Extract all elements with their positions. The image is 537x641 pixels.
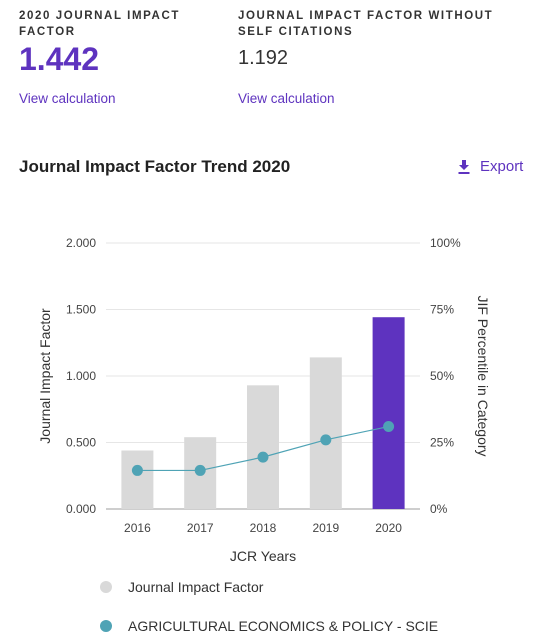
download-icon xyxy=(458,159,470,174)
chart-gridlines xyxy=(106,242,420,510)
legend-item-category[interactable]: AGRICULTURAL ECONOMICS & POLICY - SCIE xyxy=(100,618,438,634)
y-tick-label: 0.000 xyxy=(66,502,96,516)
y-tick-label: 1.500 xyxy=(66,303,96,317)
x-tick-label: 2018 xyxy=(250,521,277,535)
x-tick-label: 2019 xyxy=(312,521,339,535)
jif-value: 1.442 xyxy=(19,41,100,77)
bar-2019 xyxy=(309,357,342,509)
y-axis-label: Journal Impact Factor xyxy=(37,308,53,444)
legend-swatch-jif xyxy=(100,581,112,593)
bar-2016 xyxy=(121,450,154,509)
bar-2018 xyxy=(247,385,279,509)
chart-x-axis: 2016 2017 2018 2019 2020 xyxy=(124,521,402,535)
percentile-point-2016 xyxy=(131,464,143,476)
bar-2020 xyxy=(372,317,405,509)
export-button[interactable]: Export xyxy=(458,158,523,175)
x-tick-label: 2016 xyxy=(124,521,151,535)
jif-no-self-value: 1.192 xyxy=(238,47,289,69)
percentile-point-2018 xyxy=(257,451,269,463)
jif-no-self-metric: JOURNAL IMPACT FACTOR WITHOUT SELF CITAT… xyxy=(238,8,528,70)
jif-no-self-label: JOURNAL IMPACT FACTOR WITHOUT SELF CITAT… xyxy=(238,10,494,38)
chart-percentile-line xyxy=(131,421,395,476)
jif-metric: 2020 JOURNAL IMPACT FACTOR 1.442 xyxy=(19,8,209,77)
y-tick-label: 2.000 xyxy=(66,236,96,250)
y-right-tick-label: 100% xyxy=(430,236,461,250)
trend-title: Journal Impact Factor Trend 2020 xyxy=(19,157,291,176)
jif-view-calculation-link[interactable]: View calculation xyxy=(19,91,116,106)
legend-swatch-category xyxy=(100,620,112,632)
jif-no-self-view-calculation-link[interactable]: View calculation xyxy=(238,91,335,106)
chart-bars xyxy=(121,317,405,509)
percentile-point-2019 xyxy=(320,434,332,446)
y-right-tick-label: 0% xyxy=(430,502,448,516)
percentile-point-2020 xyxy=(383,421,395,433)
chart-right-axis: 0% 25% 50% 75% 100% xyxy=(430,236,461,516)
y-right-tick-label: 75% xyxy=(430,303,454,317)
legend-item-jif[interactable]: Journal Impact Factor xyxy=(100,579,263,595)
y-tick-label: 1.000 xyxy=(66,369,96,383)
x-tick-label: 2017 xyxy=(187,521,214,535)
jif-trend-chart: 0.000 0.500 1.000 1.500 2.000 0% 25% 50% 75% 100… xyxy=(37,236,491,564)
chart-left-axis: 0.000 0.500 1.000 1.500 2.000 xyxy=(66,236,96,516)
x-axis-label: JCR Years xyxy=(230,548,296,564)
x-tick-label: 2020 xyxy=(375,521,402,535)
export-label: Export xyxy=(480,158,524,175)
y-axis-right-label: JIF Percentile in Category xyxy=(475,295,491,456)
y-right-tick-label: 25% xyxy=(430,436,454,450)
y-right-tick-label: 50% xyxy=(430,369,454,383)
legend-label-jif: Journal Impact Factor xyxy=(128,579,264,595)
percentile-point-2017 xyxy=(194,464,206,476)
legend-label-category: AGRICULTURAL ECONOMICS & POLICY - SCIE xyxy=(128,618,439,634)
jif-label: 2020 JOURNAL IMPACT FACTOR xyxy=(19,10,180,38)
y-tick-label: 0.500 xyxy=(66,436,96,450)
